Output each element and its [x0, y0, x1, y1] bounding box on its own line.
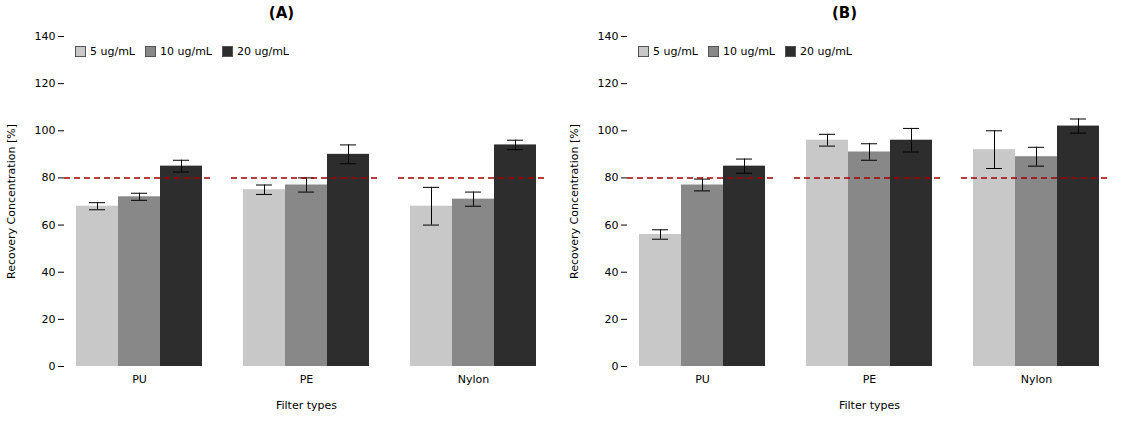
svg-text:Nylon: Nylon	[1021, 373, 1053, 386]
svg-text:0: 0	[49, 360, 56, 373]
svg-text:100: 100	[598, 124, 619, 137]
html-text:5 ug/mL: 5 ug/mL	[90, 45, 135, 58]
svg-text:120: 120	[598, 77, 619, 90]
svg-text:Nylon: Nylon	[458, 373, 490, 386]
svg-text:PE: PE	[300, 373, 314, 386]
svg-text:80: 80	[42, 171, 56, 184]
html-text:(B): (B)	[831, 4, 858, 22]
svg-text:60: 60	[605, 219, 619, 232]
svg-text:80: 80	[605, 171, 619, 184]
svg-text:60: 60	[42, 219, 56, 232]
svg-text:100: 100	[35, 124, 56, 137]
html-text:(A): (A)	[268, 4, 295, 22]
html-text:20 ug/mL: 20 ug/mL	[237, 45, 289, 58]
svg-text:140: 140	[598, 30, 619, 43]
svg-text:PE: PE	[863, 373, 877, 386]
html-text:20 ug/mL: 20 ug/mL	[800, 45, 852, 58]
svg-text:PU: PU	[695, 373, 710, 386]
html-text:10 ug/mL: 10 ug/mL	[160, 45, 212, 58]
svg-text:PU: PU	[132, 373, 147, 386]
html-text:10 ug/mL: 10 ug/mL	[723, 45, 775, 58]
svg-text:Filter types: Filter types	[839, 399, 900, 412]
html-text:5 ug/mL: 5 ug/mL	[653, 45, 698, 58]
svg-text:40: 40	[605, 266, 619, 279]
svg-text:0: 0	[612, 360, 619, 373]
svg-text:140: 140	[35, 30, 56, 43]
svg-text:120: 120	[35, 77, 56, 90]
svg-text:Recovery Concentration [%]: Recovery Concentration [%]	[5, 124, 18, 279]
svg-text:20: 20	[605, 313, 619, 326]
svg-text:Filter types: Filter types	[276, 399, 337, 412]
svg-text:40: 40	[42, 266, 56, 279]
svg-text:Recovery Concentration [%]: Recovery Concentration [%]	[568, 124, 581, 279]
svg-text:20: 20	[42, 313, 56, 326]
